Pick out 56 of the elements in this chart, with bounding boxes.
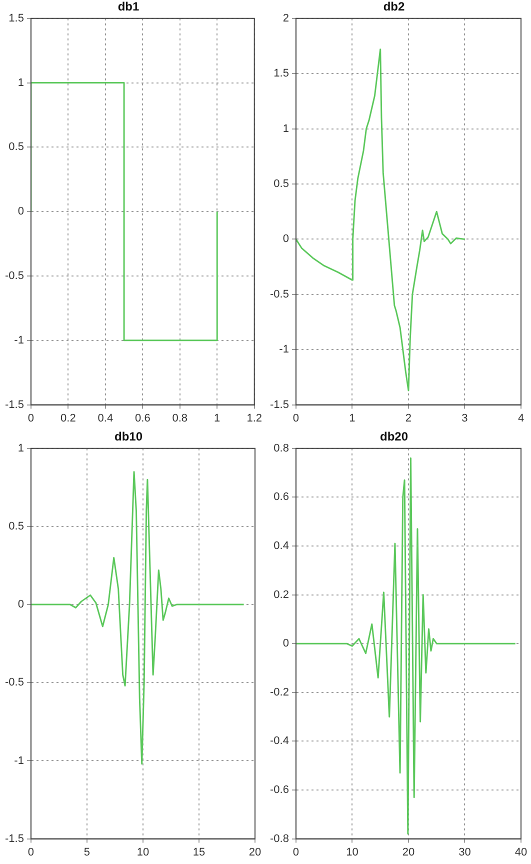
x-tick-label: 0.4 bbox=[98, 412, 114, 424]
chart-title: db1 bbox=[118, 0, 140, 14]
x-tick-label: 10 bbox=[136, 846, 150, 858]
x-tick-label: 1.2 bbox=[246, 412, 262, 424]
x-tick-label: 10 bbox=[346, 846, 358, 858]
x-tick-label: 0 bbox=[28, 412, 34, 424]
y-tick-label: -1 bbox=[14, 754, 24, 767]
chart-title: db2 bbox=[383, 0, 405, 14]
y-tick-label: 0.5 bbox=[8, 520, 24, 533]
x-tick-label: 2 bbox=[405, 412, 412, 424]
y-tick-label: 0.4 bbox=[274, 540, 289, 552]
y-tick-label: 0.8 bbox=[274, 442, 289, 454]
y-tick-label: -0.5 bbox=[4, 676, 24, 689]
chart-title: db20 bbox=[380, 430, 408, 444]
y-tick-label: -1 bbox=[14, 334, 24, 346]
x-tick-label: 1 bbox=[214, 412, 220, 424]
x-tick-label: 0 bbox=[292, 846, 300, 858]
x-tick-label: 3 bbox=[462, 412, 468, 424]
y-tick-label: 1 bbox=[18, 442, 24, 454]
y-tick-label: -0.6 bbox=[270, 784, 289, 796]
x-tick-label: 20 bbox=[248, 846, 262, 858]
x-tick-label: 4 bbox=[518, 412, 524, 424]
y-tick-label: 0.5 bbox=[8, 141, 24, 154]
y-tick-label: -0.5 bbox=[4, 270, 24, 282]
y-tick-label: -1 bbox=[279, 344, 289, 356]
y-tick-label: 2 bbox=[282, 12, 289, 24]
y-tick-label: 1 bbox=[18, 76, 24, 89]
y-tick-label: -0.8 bbox=[270, 832, 289, 845]
y-tick-label: -1.5 bbox=[270, 398, 289, 411]
x-tick-label: 5 bbox=[84, 846, 90, 858]
y-tick-label: -1.5 bbox=[4, 832, 24, 845]
x-tick-label: 20 bbox=[402, 846, 415, 858]
x-tick-label: 0 bbox=[292, 412, 300, 424]
y-tick-label: 0.2 bbox=[274, 588, 289, 601]
x-tick-label: 0 bbox=[28, 846, 34, 858]
y-tick-label: 0 bbox=[18, 206, 24, 218]
y-tick-label: 0 bbox=[18, 598, 24, 611]
y-tick-label: 1.5 bbox=[274, 68, 289, 80]
x-tick-label: 0.2 bbox=[60, 412, 76, 424]
x-tick-label: 30 bbox=[458, 846, 471, 858]
y-tick-label: -0.4 bbox=[270, 735, 289, 748]
x-tick-label: 0.8 bbox=[172, 412, 188, 424]
y-tick-label: -1.5 bbox=[4, 398, 24, 411]
y-tick-label: 0 bbox=[282, 638, 289, 650]
y-tick-label: -0.5 bbox=[270, 288, 289, 300]
y-tick-label: 1 bbox=[282, 122, 289, 135]
y-tick-label: 0.5 bbox=[274, 178, 289, 190]
x-tick-label: 1 bbox=[349, 412, 356, 424]
chart-title: db10 bbox=[114, 430, 143, 444]
y-tick-label: 0 bbox=[282, 233, 289, 246]
x-tick-label: 0.6 bbox=[135, 412, 150, 424]
x-tick-label: 40 bbox=[514, 846, 528, 858]
x-tick-label: 15 bbox=[192, 846, 206, 858]
y-tick-label: -0.2 bbox=[270, 686, 289, 698]
y-tick-label: 0.6 bbox=[274, 491, 289, 504]
y-tick-label: 1.5 bbox=[8, 12, 24, 24]
